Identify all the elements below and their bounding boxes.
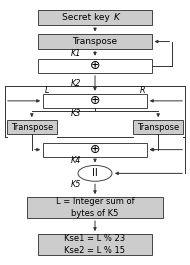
FancyBboxPatch shape: [38, 34, 152, 49]
Ellipse shape: [78, 165, 112, 181]
Text: II: II: [92, 168, 98, 178]
FancyBboxPatch shape: [38, 10, 152, 25]
Text: K2: K2: [70, 79, 81, 88]
Text: ⊕: ⊕: [90, 59, 100, 72]
Text: Transpose: Transpose: [11, 123, 53, 132]
FancyBboxPatch shape: [38, 59, 152, 73]
FancyBboxPatch shape: [43, 143, 147, 157]
Text: Transpose: Transpose: [137, 123, 179, 132]
Text: L = Integer sum of
bytes of K5: L = Integer sum of bytes of K5: [56, 197, 134, 218]
FancyBboxPatch shape: [133, 120, 183, 134]
FancyBboxPatch shape: [27, 197, 163, 218]
FancyBboxPatch shape: [7, 120, 57, 134]
FancyBboxPatch shape: [38, 234, 152, 255]
Text: K4: K4: [70, 156, 81, 165]
Text: K5: K5: [70, 180, 81, 189]
Text: Transpose: Transpose: [72, 37, 118, 46]
FancyBboxPatch shape: [43, 94, 147, 108]
Text: R: R: [139, 86, 145, 95]
Text: ⊕: ⊕: [90, 94, 100, 107]
Text: K: K: [114, 13, 120, 22]
Text: L: L: [45, 86, 50, 95]
Text: Secret key: Secret key: [62, 13, 113, 22]
Text: Kse1 = L % 23
Kse2 = L % 15: Kse1 = L % 23 Kse2 = L % 15: [64, 234, 126, 255]
Text: K3: K3: [70, 109, 81, 118]
Text: K1: K1: [70, 49, 81, 58]
Text: ⊕: ⊕: [90, 143, 100, 156]
